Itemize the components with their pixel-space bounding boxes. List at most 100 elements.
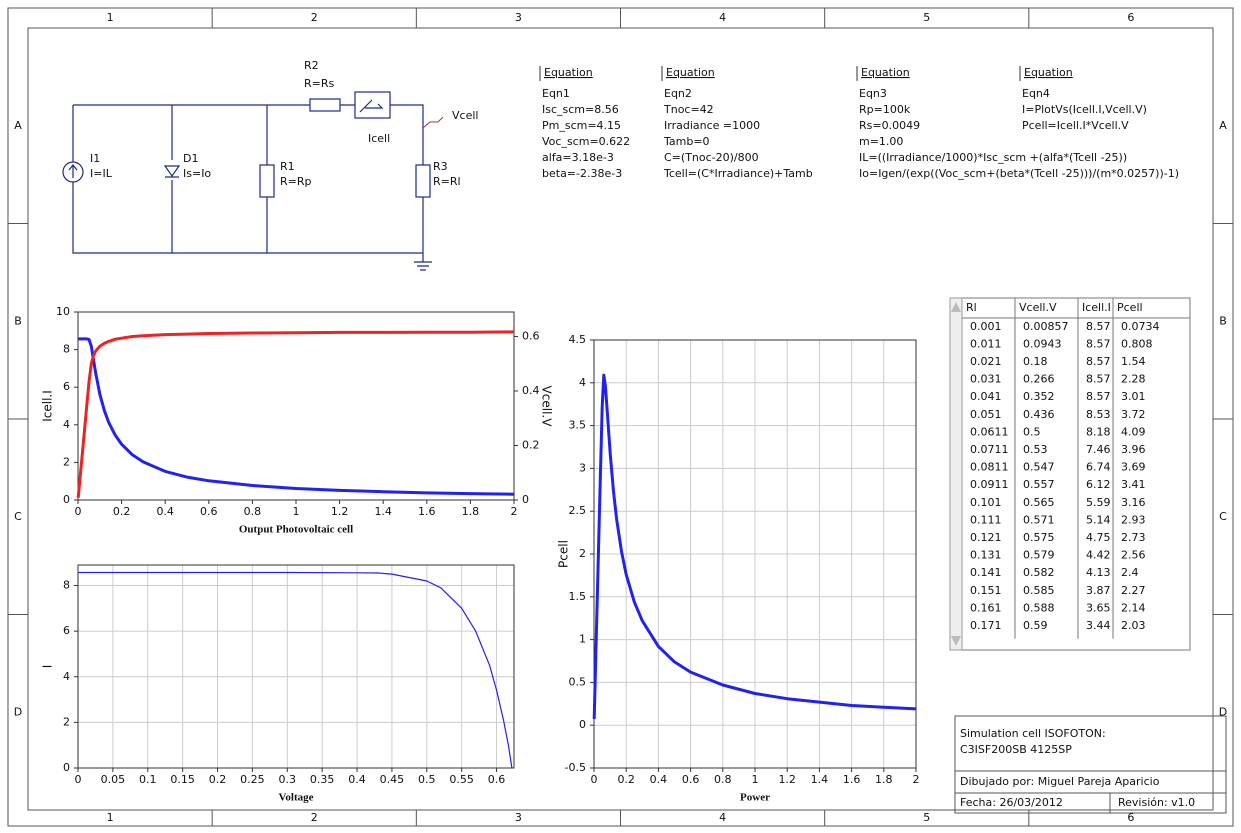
scrollbar bbox=[949, 297, 963, 651]
author: Dibujado por: Miguel Pareja Aparicio bbox=[960, 775, 1160, 788]
plot-area bbox=[77, 564, 515, 769]
table-cell: 3.44 bbox=[1086, 619, 1111, 632]
equation-line: Tcell=(C*Irradiance)+Tamb bbox=[663, 167, 813, 180]
y-tick-label: 4.5 bbox=[569, 333, 587, 346]
scroll-down bbox=[951, 636, 961, 646]
table-cell: 0.00857 bbox=[1023, 320, 1069, 333]
x-tick-label: 0.4 bbox=[650, 773, 668, 786]
x-tick-label: 1 bbox=[293, 505, 300, 518]
table-cell: 3.41 bbox=[1121, 478, 1146, 491]
x-tick-label: 0.4 bbox=[156, 505, 174, 518]
table-cell: 6.12 bbox=[1086, 478, 1111, 491]
scroll-up bbox=[951, 302, 961, 312]
y-tick-label: 10 bbox=[56, 305, 70, 318]
equation-line: alfa=3.18e-3 bbox=[542, 151, 614, 164]
table-cell: 0.001 bbox=[970, 320, 1002, 333]
results-table: Rl Vcell.V Icell.I Pcell 0.001 0.00857 8.57 0.0… bbox=[949, 297, 1191, 651]
diode bbox=[163, 165, 181, 178]
row-label: C bbox=[1219, 510, 1227, 523]
y-tick-label: -0.5 bbox=[565, 761, 586, 774]
x-tick-label: 0.6 bbox=[200, 505, 218, 518]
equation-line: Io=Igen/(exp((Voc_scm+(beta*(Tcell -25))… bbox=[859, 167, 1179, 180]
resistor-r2 bbox=[309, 98, 341, 112]
table-cell: 0.161 bbox=[970, 601, 1002, 614]
table-cell: 0.151 bbox=[970, 584, 1002, 597]
plot-border bbox=[77, 564, 515, 769]
table-cell: 4.75 bbox=[1086, 531, 1111, 544]
table-cell: 0.59 bbox=[1023, 619, 1048, 632]
y2-tick-label: 0.4 bbox=[522, 384, 540, 397]
table-cell: 1.54 bbox=[1121, 355, 1146, 368]
x-tick-label: 0.8 bbox=[244, 505, 262, 518]
table-cell: 2.56 bbox=[1121, 549, 1146, 562]
table-cell: 0.579 bbox=[1023, 549, 1055, 562]
x-tick-label: 0.25 bbox=[240, 773, 265, 786]
revision: Revisión: v1.0 bbox=[1118, 796, 1195, 809]
equation-header: Equation bbox=[544, 66, 593, 79]
y-axis-label: I bbox=[41, 665, 55, 669]
plot-area bbox=[77, 311, 515, 501]
table-cell: 0.141 bbox=[970, 566, 1002, 579]
table-cell: 3.87 bbox=[1086, 584, 1111, 597]
y-tick-label: 3.5 bbox=[569, 419, 587, 432]
component-name: R3 bbox=[433, 160, 448, 173]
x-tick-label: 1.4 bbox=[374, 505, 392, 518]
table-cell: 0.041 bbox=[970, 390, 1002, 403]
table-cell: 0.0943 bbox=[1023, 337, 1062, 350]
equation-name: Eqn3 bbox=[859, 87, 887, 100]
data-line bbox=[78, 337, 515, 496]
x-tick-label: 0 bbox=[75, 505, 82, 518]
table-cell: 8.18 bbox=[1086, 425, 1111, 438]
x-tick-label: 0.45 bbox=[380, 773, 405, 786]
table-cell: 2.73 bbox=[1121, 531, 1146, 544]
table-header: Pcell bbox=[1117, 301, 1143, 314]
x-tick-label: 0.6 bbox=[682, 773, 700, 786]
table-cell: 0.031 bbox=[970, 373, 1002, 386]
y-tick-label: 1 bbox=[579, 633, 586, 646]
plot-border bbox=[593, 339, 917, 769]
plot: 0 0.2 0.4 0.6 0.8 1 1.2 1.4 1.6 1.8 2 -0.5 0 0.5 1 1.5 2… bbox=[557, 333, 920, 804]
column-label: 6 bbox=[1127, 11, 1134, 24]
title-block: Simulation cell ISOFOTON: C3ISF200SB 412… bbox=[954, 715, 1227, 814]
x-axis-label: Voltage bbox=[278, 792, 313, 804]
x-tick-label: 1 bbox=[752, 773, 759, 786]
component-name: D1 bbox=[183, 152, 198, 165]
table-cell: 2.14 bbox=[1121, 601, 1146, 614]
plot-border bbox=[77, 311, 515, 501]
x-tick-label: 0 bbox=[75, 773, 82, 786]
table-cell: 0.131 bbox=[970, 549, 1002, 562]
table-cell: 2.27 bbox=[1121, 584, 1146, 597]
row-label: C bbox=[14, 510, 22, 523]
y-tick-label: 0 bbox=[579, 718, 586, 731]
table-cell: 4.42 bbox=[1086, 549, 1111, 562]
component-name: Vcell bbox=[452, 109, 478, 122]
column-label: 2 bbox=[311, 811, 318, 824]
column-label: 4 bbox=[719, 811, 726, 824]
equation-header: Equation bbox=[1024, 66, 1073, 79]
y-tick-label: 2.5 bbox=[569, 504, 587, 517]
x-tick-label: 0.8 bbox=[714, 773, 732, 786]
table-cell: 2.03 bbox=[1121, 619, 1146, 632]
x-tick-label: 0.4 bbox=[348, 773, 366, 786]
x-tick-label: 1.2 bbox=[331, 505, 349, 518]
equation-line: Rs=0.0049 bbox=[859, 119, 920, 132]
title-block-lines bbox=[955, 770, 1226, 813]
table-cell: 0.101 bbox=[970, 496, 1002, 509]
column-label: 3 bbox=[515, 811, 522, 824]
y-tick-label: 8 bbox=[63, 579, 70, 592]
component-name: R1 bbox=[280, 160, 295, 173]
table-cell: 7.46 bbox=[1086, 443, 1111, 456]
column-label: 5 bbox=[923, 11, 930, 24]
x-tick-label: 1.2 bbox=[778, 773, 796, 786]
table-cell: 8.57 bbox=[1086, 337, 1111, 350]
x-tick-label: 0.05 bbox=[101, 773, 126, 786]
x-tick-label: 0.6 bbox=[488, 773, 506, 786]
y-tick-label: 8 bbox=[63, 343, 70, 356]
row-label: D bbox=[1219, 705, 1227, 718]
table-cell: 2.4 bbox=[1121, 566, 1139, 579]
y2-axis-label: Vcell.V bbox=[540, 386, 554, 428]
table-cell: 0.588 bbox=[1023, 601, 1055, 614]
component-name: R2 bbox=[304, 59, 319, 72]
table-cell: 2.93 bbox=[1121, 513, 1146, 526]
probe-wire bbox=[422, 116, 444, 129]
